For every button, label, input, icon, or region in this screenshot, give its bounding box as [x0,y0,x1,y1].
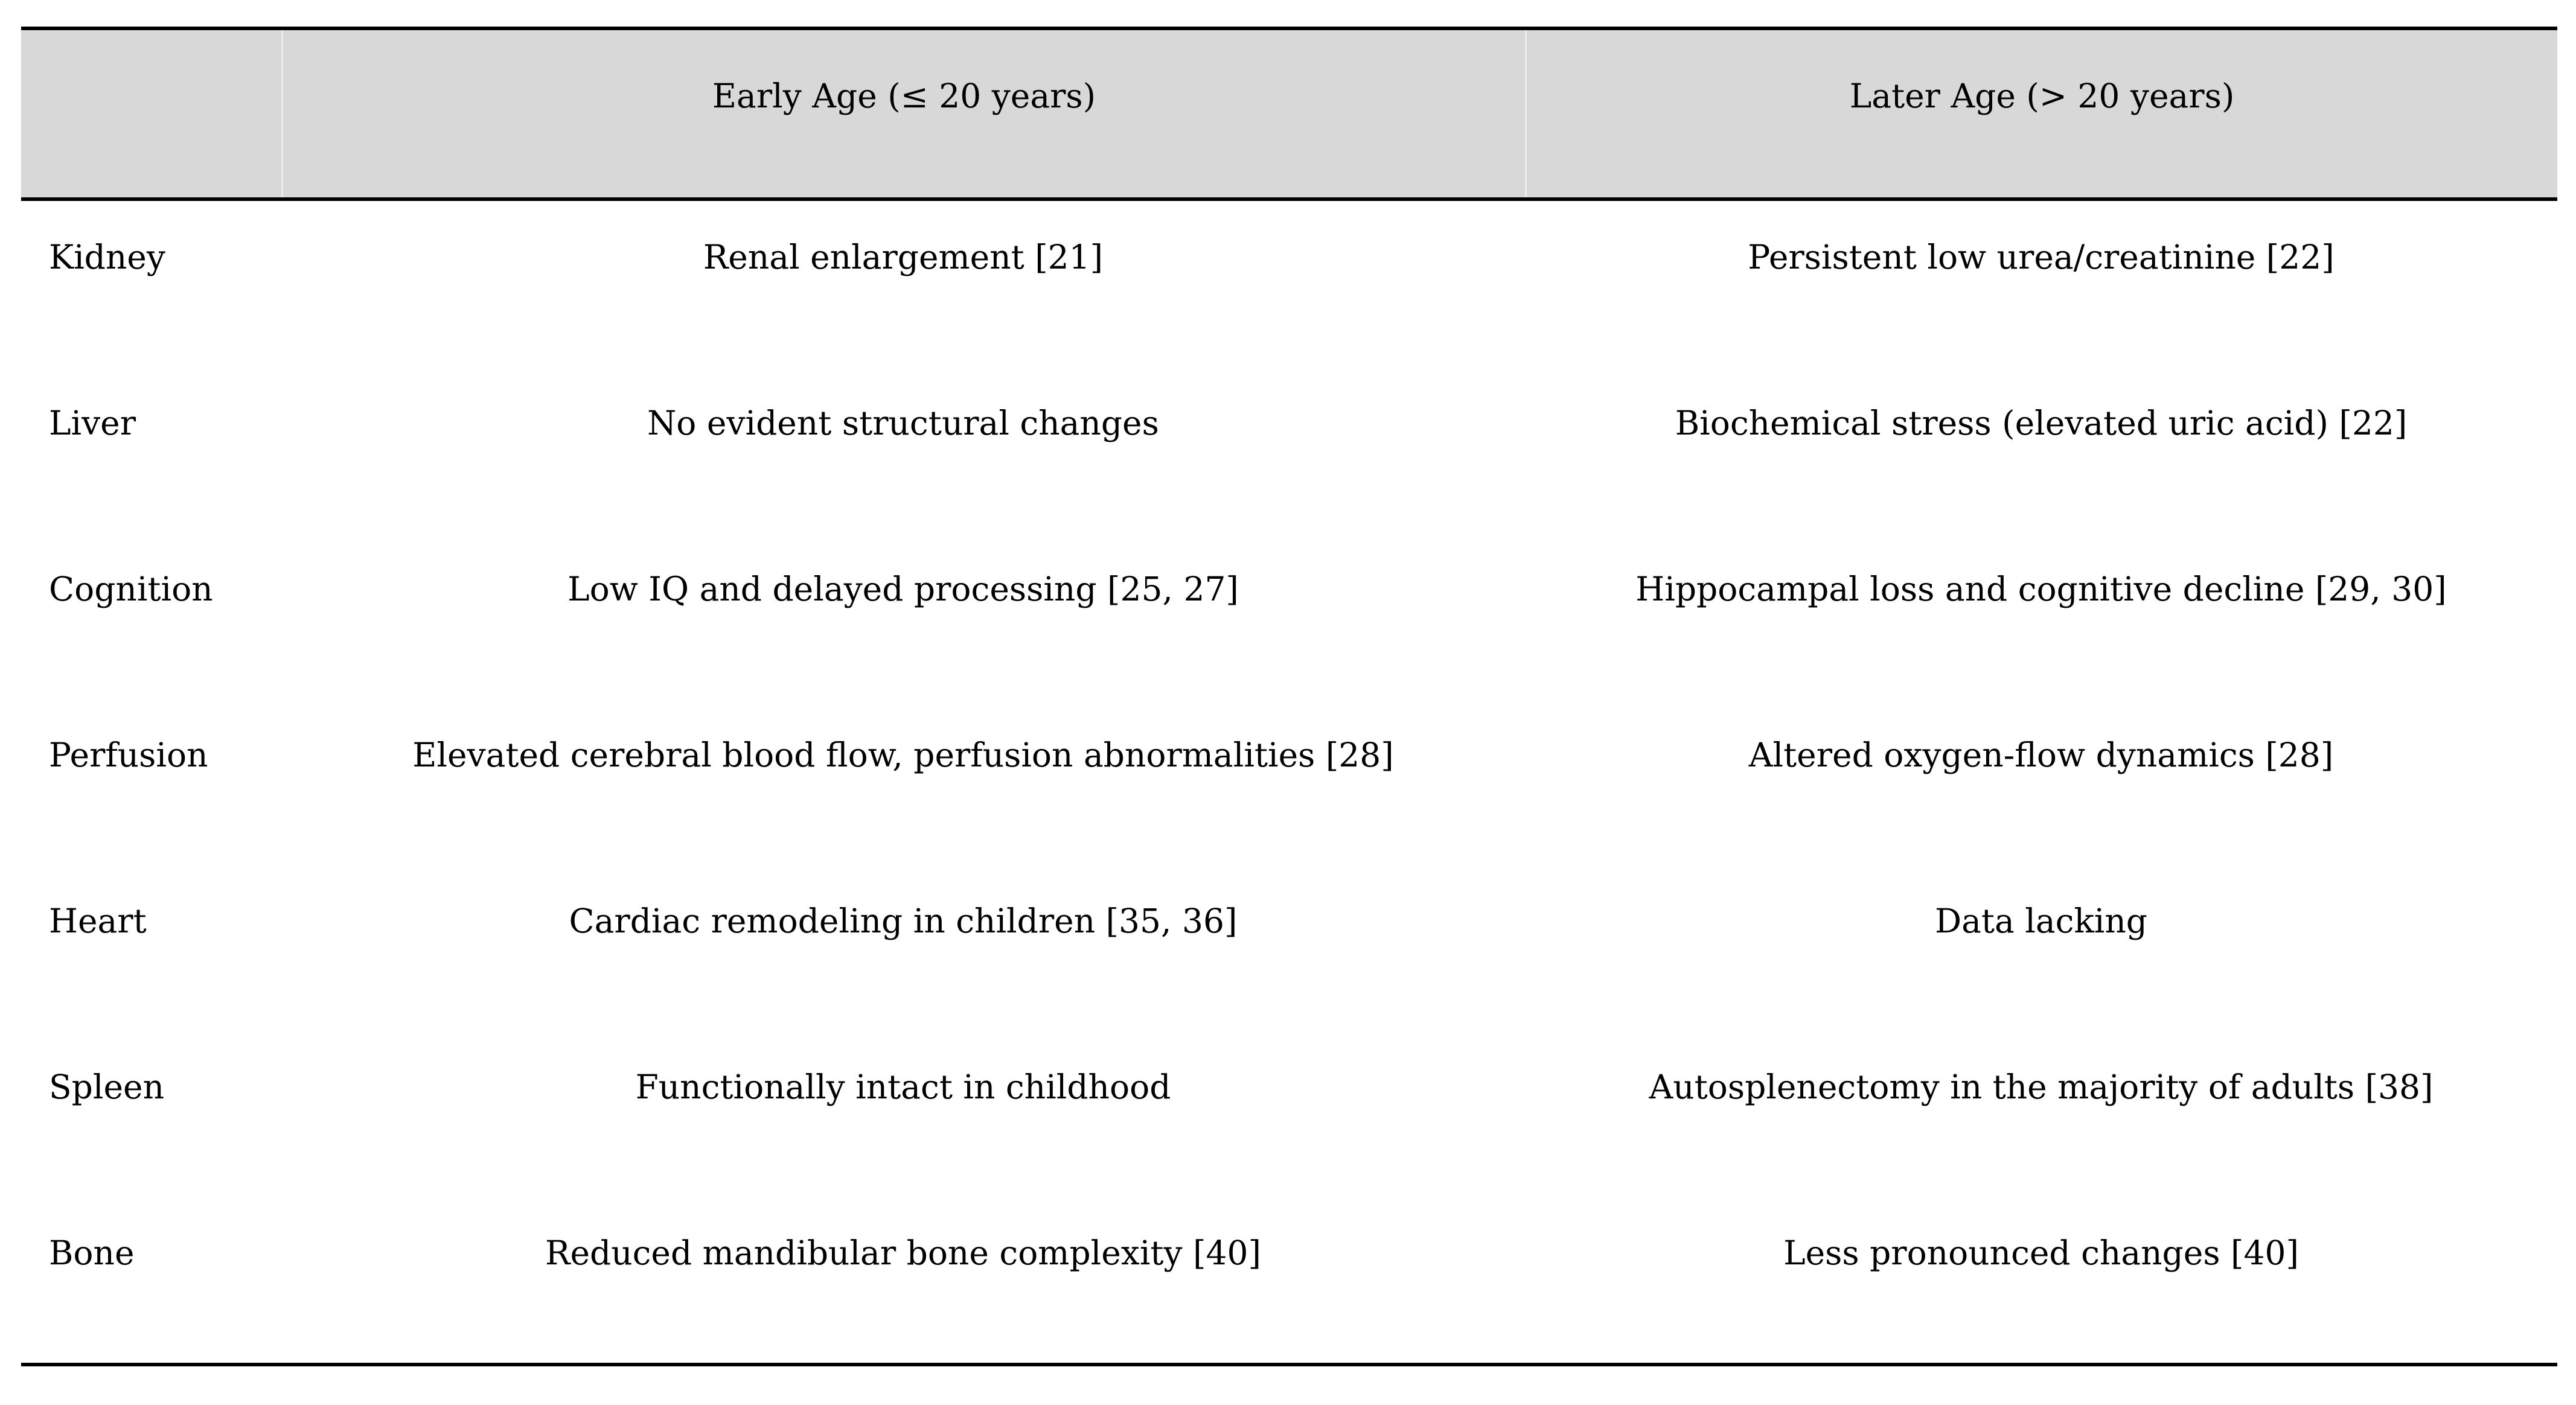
row-label: Perfusion [49,736,208,774]
row-label: Liver [49,404,136,442]
early-age-cell: Reduced mandibular bone complexity [40] [545,1234,1261,1272]
table-row-spleen: Spleen Functionally intact in childhood … [21,1031,2557,1197]
later-age-cell: Persistent low urea/creatinine [22] [1748,238,2335,276]
organ-age-comparison-table: Early Age (≤ 20 years) Later Age (> 20 y… [21,27,2557,1366]
early-age-cell: Low IQ and delayed processing [25, 27] [567,570,1239,608]
header-cell-organ [21,30,281,197]
table-row-heart: Heart Cardiac remodeling in children [35… [21,865,2557,1031]
row-label: Cognition [49,570,213,608]
later-age-cell: Altered oxygen-flow dynamics [28] [1748,736,2334,774]
later-age-cell: Biochemical stress (elevated uric acid) … [1675,404,2408,442]
header-cell-later-age: Later Age (> 20 years) [1525,30,2557,197]
table-row-cognition: Cognition Low IQ and delayed processing … [21,533,2557,699]
row-label: Spleen [49,1068,164,1106]
row-label: Bone [49,1234,135,1272]
later-age-cell: Data lacking [1935,902,2147,940]
table-header-row: Early Age (≤ 20 years) Later Age (> 20 y… [21,30,2557,201]
later-age-cell: Autosplenectomy in the majority of adult… [1649,1068,2434,1106]
table-row-perfusion: Perfusion Elevated cerebral blood flow, … [21,699,2557,865]
table-row-kidney: Kidney Renal enlargement [21] Persistent… [21,201,2557,367]
early-age-cell: Cardiac remodeling in children [35, 36] [569,902,1238,940]
header-cell-early-age: Early Age (≤ 20 years) [281,30,1525,197]
later-age-cell: Hippocampal loss and cognitive decline [… [1635,570,2447,608]
row-label: Kidney [49,238,165,276]
later-age-cell: Less pronounced changes [40] [1783,1234,2299,1272]
table-row-liver: Liver No evident structural changes Bioc… [21,367,2557,533]
early-age-cell: Elevated cerebral blood flow, perfusion … [412,736,1394,774]
early-age-cell: Functionally intact in childhood [635,1068,1171,1106]
table-row-bone: Bone Reduced mandibular bone complexity … [21,1197,2557,1363]
row-label: Heart [49,902,147,940]
early-age-cell: Renal enlargement [21] [703,238,1104,276]
early-age-cell: No evident structural changes [647,404,1159,442]
